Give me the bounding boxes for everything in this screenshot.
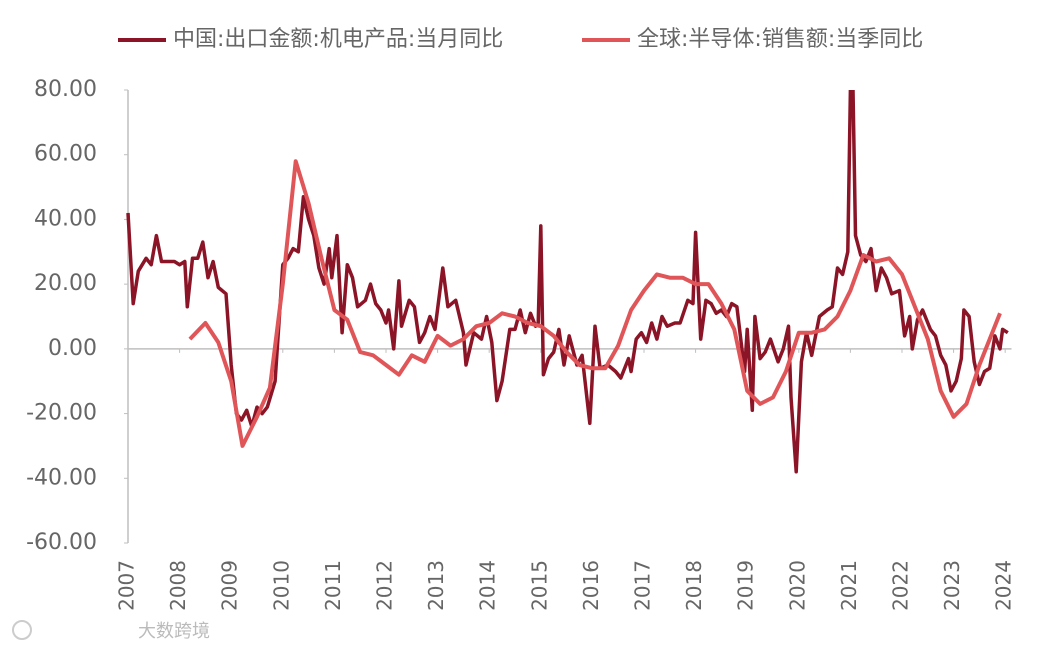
x-tick-label: 2020: [785, 560, 809, 611]
x-tick-label: 2012: [372, 560, 396, 611]
x-tick-label: 2010: [269, 560, 293, 611]
x-tick-label: 2011: [321, 560, 345, 611]
legend-label: 中国:出口金额:机电产品:当月同比: [173, 27, 503, 52]
y-tick-label: 60.00: [34, 142, 97, 167]
x-tick-label: 2022: [888, 560, 912, 611]
x-tick-label: 2016: [579, 560, 603, 611]
x-tick-label: 2008: [166, 560, 190, 611]
x-tick-label: 2015: [527, 560, 551, 611]
x-tick-label: 2023: [940, 560, 964, 611]
watermark: 大数跨境: [138, 621, 210, 642]
x-tick-label: 2014: [476, 560, 500, 611]
watermark-icon: [12, 620, 32, 640]
x-tick-label: 2024: [992, 560, 1016, 611]
x-tick-label: 2018: [682, 560, 706, 611]
x-tick-label: 2021: [837, 560, 861, 611]
y-tick-label: 80.00: [34, 77, 97, 102]
x-tick-label: 2007: [115, 560, 139, 611]
y-tick-label: -40.00: [26, 465, 97, 490]
y-tick-label: -20.00: [26, 401, 97, 426]
y-tick-label: 20.00: [34, 271, 97, 296]
y-tick-label: 40.00: [34, 206, 97, 231]
x-tick-label: 2013: [424, 560, 448, 611]
x-tick-label: 2019: [734, 560, 758, 611]
series-line: [188, 159, 1002, 448]
legend-label: 全球:半导体:销售额:当季同比: [637, 27, 923, 52]
x-tick-label: 2017: [630, 560, 654, 611]
x-tick-label: 2009: [218, 560, 242, 611]
y-tick-label: -60.00: [26, 530, 97, 555]
y-tick-label: 0.00: [48, 336, 97, 361]
